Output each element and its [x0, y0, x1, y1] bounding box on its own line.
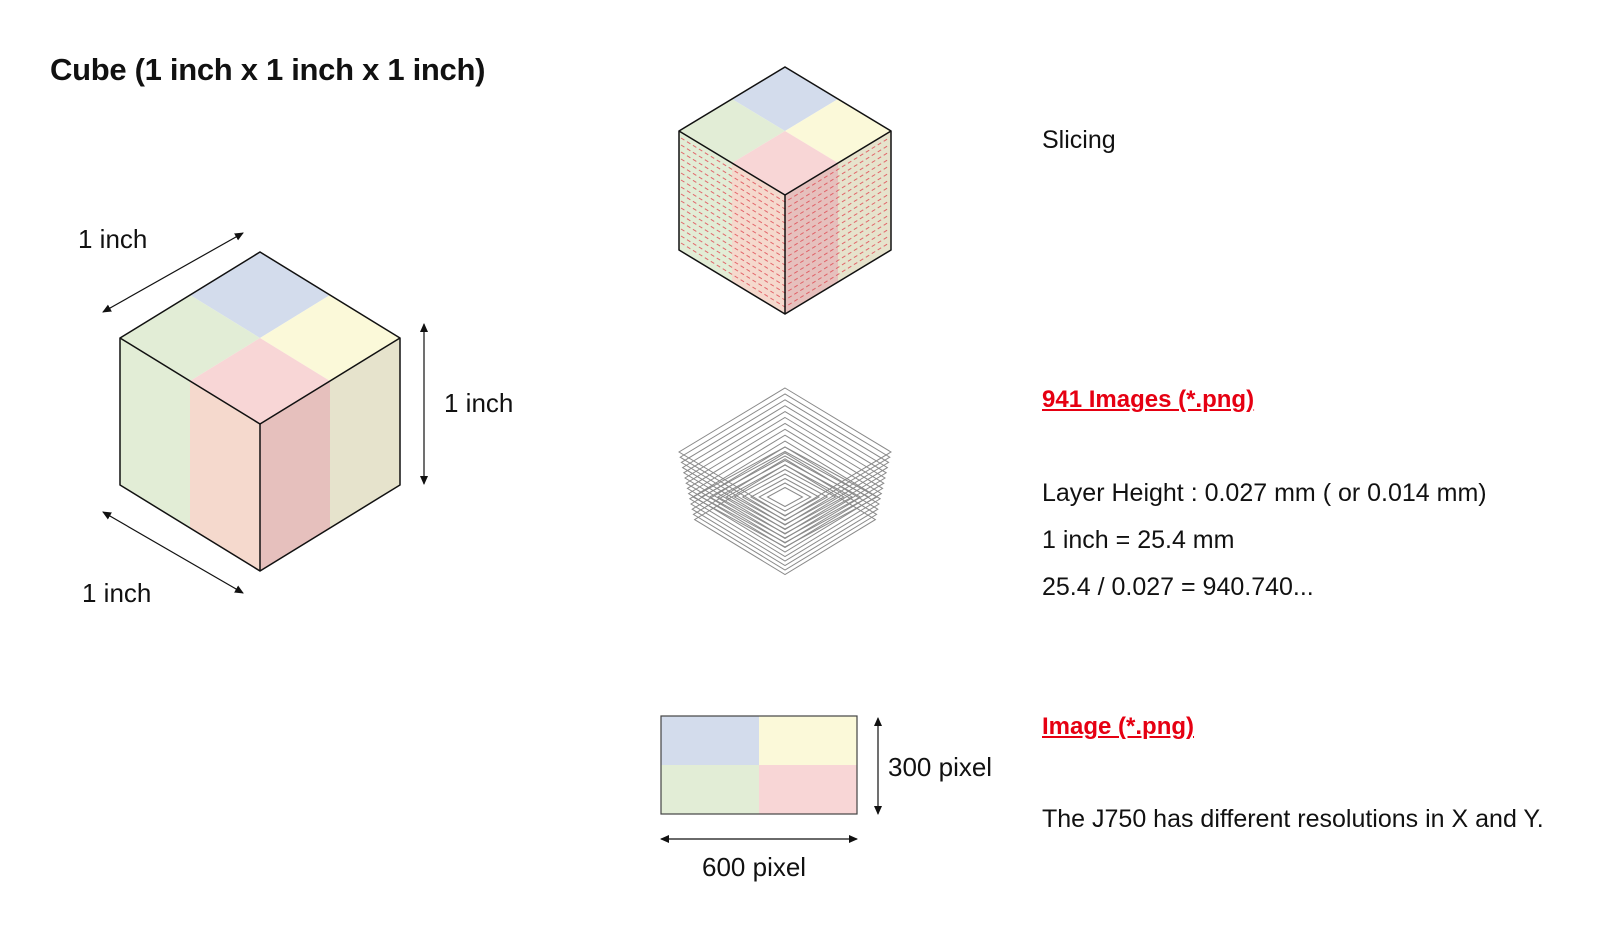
layer-count-text: 25.4 / 0.027 = 940.740... — [1042, 573, 1314, 601]
layer-outline — [679, 393, 891, 522]
layer-outline — [690, 446, 880, 562]
layer-outline — [766, 486, 804, 508]
images-heading: 941 Images (*.png) — [1042, 386, 1255, 413]
cube-illustration — [102, 232, 428, 594]
image-quadrant-green — [661, 765, 759, 814]
image-height-label: 300 pixel — [888, 752, 993, 782]
layer-outline — [691, 452, 879, 567]
cube-right-pink — [260, 381, 330, 571]
image-heading: Image (*.png) — [1042, 713, 1195, 740]
resolution-note: The J750 has different resolutions in X … — [1042, 805, 1544, 833]
cube-right-olive — [330, 338, 400, 528]
page-title: Cube (1 inch x 1 inch x 1 inch) — [50, 52, 486, 87]
image-outline — [660, 715, 858, 815]
cube-width-label: 1 inch — [78, 224, 148, 254]
layer-outline — [691, 446, 879, 548]
cube-height-label: 1 inch — [444, 388, 514, 418]
layer-outline — [758, 482, 812, 512]
cube-left-green — [120, 338, 190, 528]
slicing-label: Slicing — [1042, 126, 1116, 154]
sliced-cube-illustration — [678, 66, 892, 315]
image-quadrant-pink — [759, 765, 857, 814]
layer-outline — [687, 434, 883, 553]
cube-depth-arrow — [102, 511, 244, 594]
image-quadrant-yellow — [759, 716, 857, 765]
layer-outline — [688, 440, 882, 558]
layer-outline — [692, 458, 878, 571]
layer-height-text: Layer Height : 0.027 mm ( or 0.014 mm) — [1042, 479, 1487, 507]
layer-outline — [741, 473, 829, 521]
layer-outline — [749, 477, 821, 517]
layer-outline — [725, 464, 845, 530]
image-quadrant-blue — [661, 716, 759, 765]
layer-outline — [700, 450, 870, 544]
image-width-label: 600 pixel — [702, 852, 807, 882]
image-illustration — [660, 715, 882, 843]
layer-outline — [716, 459, 854, 535]
layer-outline — [708, 455, 862, 539]
layer-outline — [733, 468, 837, 526]
inch-conversion-text: 1 inch = 25.4 mm — [1042, 526, 1235, 554]
cube-depth-label: 1 inch — [82, 578, 152, 608]
layer-stack-illustration — [678, 387, 892, 576]
cube-width-arrow — [102, 232, 244, 313]
